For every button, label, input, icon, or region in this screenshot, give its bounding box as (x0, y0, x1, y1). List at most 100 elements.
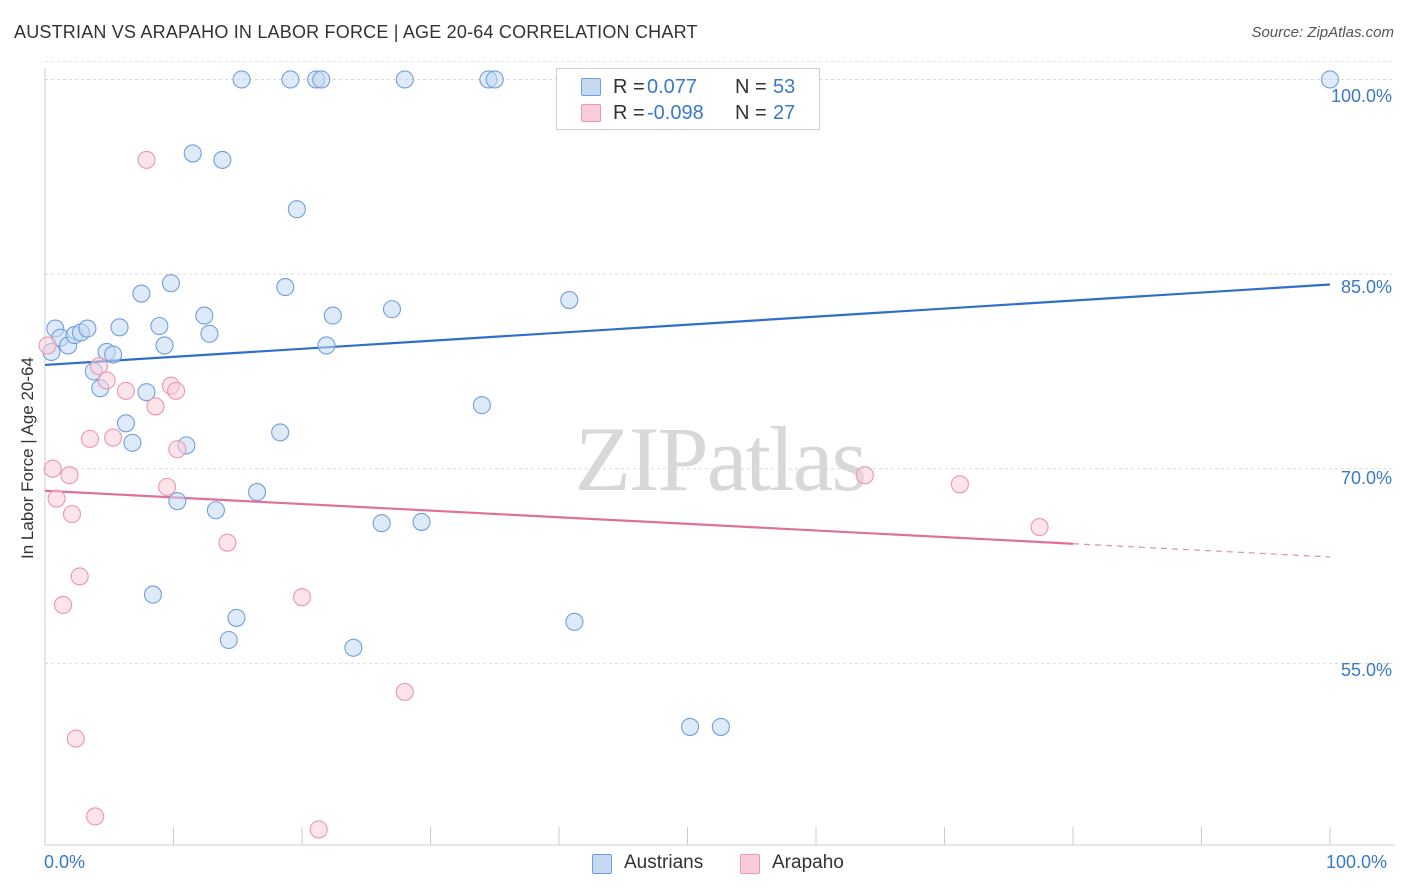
data-point-arapaho (60, 466, 79, 485)
data-point-austrians (344, 638, 363, 657)
trend-line-austrians (44, 283, 1331, 367)
stats-legend: R = 0.077 N = 53 R = -0.098 N = 27 (556, 68, 820, 130)
legend-swatch-austrians (581, 78, 601, 96)
axes (44, 68, 1395, 846)
data-point-arapaho (167, 381, 186, 400)
legend-swatch-austrians (592, 854, 612, 874)
data-point-austrians (123, 433, 142, 452)
trend-line-arapaho (44, 489, 1074, 545)
data-point-arapaho (43, 459, 62, 478)
y-tick-label-100: 100.0% (1330, 86, 1392, 106)
data-point-austrians (143, 585, 162, 604)
data-point-austrians (168, 492, 187, 511)
data-point-austrians (155, 336, 174, 355)
data-point-arapaho (950, 475, 969, 494)
data-point-austrians (104, 345, 123, 364)
data-point-arapaho (104, 428, 123, 447)
grid-lines (45, 60, 1395, 664)
data-point-austrians (565, 612, 584, 631)
legend-label-austrians: Austrians (624, 852, 704, 873)
y-tick-label-85: 85.0% (1340, 277, 1392, 297)
data-point-austrians (560, 290, 579, 310)
data-point-austrians (247, 483, 267, 502)
data-point-austrians (232, 70, 251, 89)
y-tick-label-70: 70.0% (1340, 468, 1392, 488)
data-point-austrians (711, 717, 730, 736)
data-point-arapaho (1030, 518, 1049, 537)
data-point-austrians (132, 284, 151, 303)
data-point-austrians (681, 717, 700, 736)
x-tick-label-max: 100.0% (1326, 852, 1388, 872)
chart-title: AUSTRIAN VS ARAPAHO IN LABOR FORCE | AGE… (14, 22, 698, 42)
data-point-arapaho (309, 820, 328, 839)
data-point-austrians (271, 423, 290, 442)
legend-r-value-arapaho: -0.098 (647, 102, 704, 124)
data-point-austrians (1320, 70, 1340, 89)
data-point-arapaho (97, 371, 116, 390)
data-point-austrians (472, 396, 491, 415)
legend-r-value-austrians: 0.077 (647, 76, 698, 98)
data-point-austrians (323, 306, 342, 325)
data-point-austrians (372, 514, 391, 533)
data-point-austrians (312, 70, 331, 89)
data-point-arapaho (292, 588, 312, 607)
data-point-austrians (206, 501, 225, 520)
legend-r-label: R = (613, 76, 645, 98)
data-point-austrians (213, 150, 232, 169)
trend-lines (44, 283, 1331, 558)
legend-r-label: R = (613, 102, 645, 124)
data-point-austrians (183, 144, 202, 163)
data-point-austrians (78, 319, 97, 338)
data-point-austrians (287, 200, 306, 219)
data-point-arapaho (116, 381, 136, 400)
data-point-arapaho (70, 567, 89, 586)
source-label: Source: ZipAtlas.com (1251, 24, 1394, 41)
data-point-arapaho (158, 477, 177, 496)
data-point-austrians (219, 630, 238, 650)
data-point-austrians (150, 316, 169, 336)
data-point-austrians (395, 70, 414, 89)
data-point-austrians (276, 278, 295, 297)
legend-n-label: N = (735, 76, 767, 98)
data-point-arapaho (855, 466, 874, 485)
data-point-arapaho (53, 595, 73, 615)
data-point-arapaho (47, 489, 66, 508)
data-point-arapaho (66, 729, 85, 748)
data-point-austrians (200, 324, 219, 343)
data-point-austrians (110, 318, 129, 337)
data-point-austrians (382, 300, 402, 319)
data-point-austrians (195, 306, 214, 325)
legend-row-austrians: R = 0.077 N = 53 (557, 74, 819, 100)
data-point-arapaho (89, 357, 109, 376)
data-point-arapaho (168, 440, 187, 459)
legend-n-value-austrians: 53 (773, 76, 796, 98)
data-point-arapaho (80, 429, 100, 448)
legend-label-arapaho: Arapaho (772, 852, 844, 873)
legend-n-label: N = (735, 102, 767, 124)
y-axis-label: In Labor Force | Age 20-64 (18, 357, 37, 559)
legend-n-value-arapaho: 27 (773, 102, 796, 124)
data-points (38, 70, 1340, 839)
data-point-austrians (227, 608, 246, 627)
data-point-arapaho (62, 505, 82, 524)
legend-swatch-arapaho (581, 104, 601, 122)
data-point-austrians (116, 414, 136, 433)
data-point-arapaho (146, 397, 165, 416)
data-point-austrians (317, 336, 336, 355)
data-point-austrians (161, 274, 180, 293)
legend-row-arapaho: R = -0.098 N = 27 (557, 100, 819, 126)
data-point-arapaho (137, 150, 156, 169)
trend-line-extension-arapaho (1072, 543, 1331, 558)
y-tick-label-55: 55.0% (1340, 660, 1392, 680)
data-point-austrians (281, 70, 300, 89)
legend-swatch-arapaho (740, 854, 760, 874)
data-point-austrians (485, 70, 504, 89)
data-point-austrians (137, 383, 156, 402)
data-point-arapaho (86, 807, 105, 826)
x-tick-label-min: 0.0% (44, 852, 86, 872)
watermark: ZIPatlas (575, 408, 866, 510)
data-point-arapaho (38, 336, 57, 355)
data-point-arapaho (395, 682, 414, 701)
data-point-arapaho (218, 533, 237, 552)
